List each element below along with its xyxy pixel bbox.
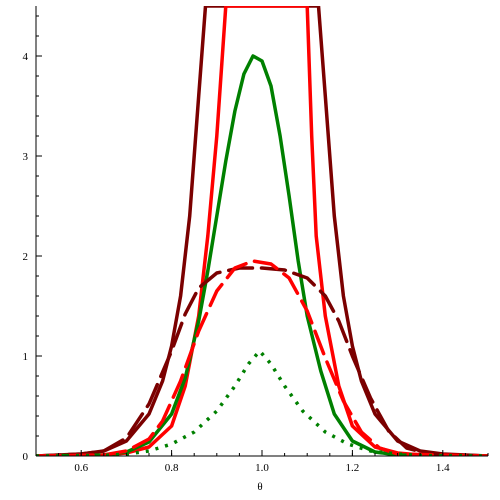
y-tick-label: 3 bbox=[23, 151, 29, 163]
y-tick-label: 1 bbox=[23, 351, 29, 363]
x-tick-label: 1.2 bbox=[346, 462, 360, 474]
axes-layer bbox=[35, 6, 489, 457]
series-line-6 bbox=[36, 349, 488, 456]
series-line-1 bbox=[36, 6, 488, 456]
x-tick-label: 1.0 bbox=[255, 462, 269, 474]
series-line-4 bbox=[36, 266, 488, 456]
series-line-5 bbox=[36, 259, 488, 456]
y-tick-label: 4 bbox=[23, 51, 29, 63]
x-tick-label: 0.6 bbox=[74, 462, 88, 474]
y-tick-label: 2 bbox=[23, 251, 29, 263]
series-line-2 bbox=[36, 6, 488, 456]
x-axis-title: θ bbox=[257, 481, 262, 493]
series-line-3 bbox=[36, 54, 488, 456]
y-tick-label: 0 bbox=[23, 451, 29, 463]
labels-layer: 0.6 0.8 1.0 1.2 1.4 0 1 2 3 4 bbox=[23, 51, 451, 474]
x-tick-label: 0.8 bbox=[165, 462, 179, 474]
series-layer bbox=[36, 6, 488, 456]
x-tick-label: 1.4 bbox=[436, 462, 450, 474]
